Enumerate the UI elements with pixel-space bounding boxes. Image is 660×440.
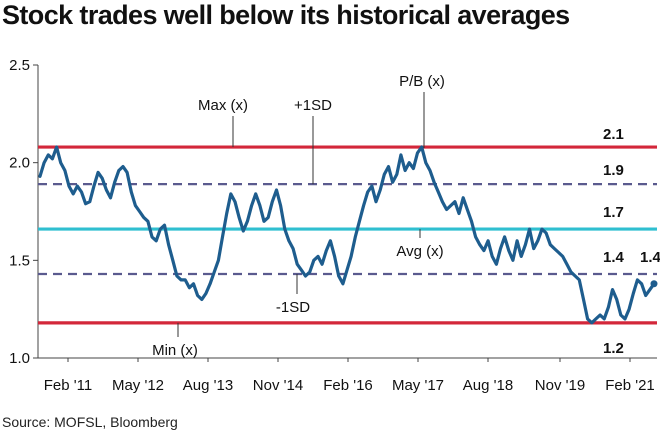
y-axis: 2.5 2.0 1.5 1.0 — [9, 57, 39, 367]
last-value-label: 1.4 — [640, 249, 660, 266]
x-tick-label: May '17 — [392, 377, 444, 394]
x-tick-label: Aug '13 — [183, 377, 233, 394]
y-tick-label: 2.5 — [9, 57, 30, 74]
series-end-point — [650, 280, 658, 288]
reference-value-label: 1.2 — [603, 340, 624, 357]
pb-series-line — [38, 145, 656, 325]
x-tick-label: May '12 — [112, 377, 164, 394]
reference-value-label: 1.9 — [603, 162, 624, 179]
reference-name-label: Min (x) — [152, 342, 198, 359]
reference-value-label: 1.7 — [603, 204, 624, 221]
x-tick-label: Feb '16 — [323, 377, 373, 394]
reference-value-label: 2.1 — [603, 126, 624, 143]
reference-value-label: 1.4 — [603, 249, 625, 266]
x-tick-label: Nov '19 — [535, 377, 585, 394]
series-name-label: P/B (x) — [399, 73, 445, 90]
series-layer — [38, 145, 658, 325]
y-tick-label: 1.0 — [9, 350, 30, 367]
x-axis: Feb '11 May '12 Aug '13 Nov '14 Feb '16 May '… — [38, 357, 657, 394]
x-tick-label: Feb '21 — [605, 377, 655, 394]
y-tick-label: 1.5 — [9, 252, 30, 269]
y-tick-label: 2.0 — [9, 155, 30, 172]
x-tick-label: Aug '18 — [463, 377, 513, 394]
reference-name-label: -1SD — [276, 299, 310, 316]
reference-lines — [38, 145, 657, 325]
source-note: Source: MOFSL, Bloomberg — [2, 414, 178, 430]
reference-name-label: Max (x) — [198, 97, 248, 114]
x-tick-label: Nov '14 — [253, 377, 303, 394]
reference-name-label: Avg (x) — [396, 243, 443, 260]
chart-title: Stock trades well below its historical a… — [2, 0, 570, 30]
annotations: 2.1 1.9 1.7 1.4 1.2 1.4 Max (x) +1SD Avg (x) -1SD… — [152, 73, 660, 359]
reference-name-label: +1SD — [294, 97, 332, 114]
x-tick-label: Feb '11 — [44, 377, 92, 394]
